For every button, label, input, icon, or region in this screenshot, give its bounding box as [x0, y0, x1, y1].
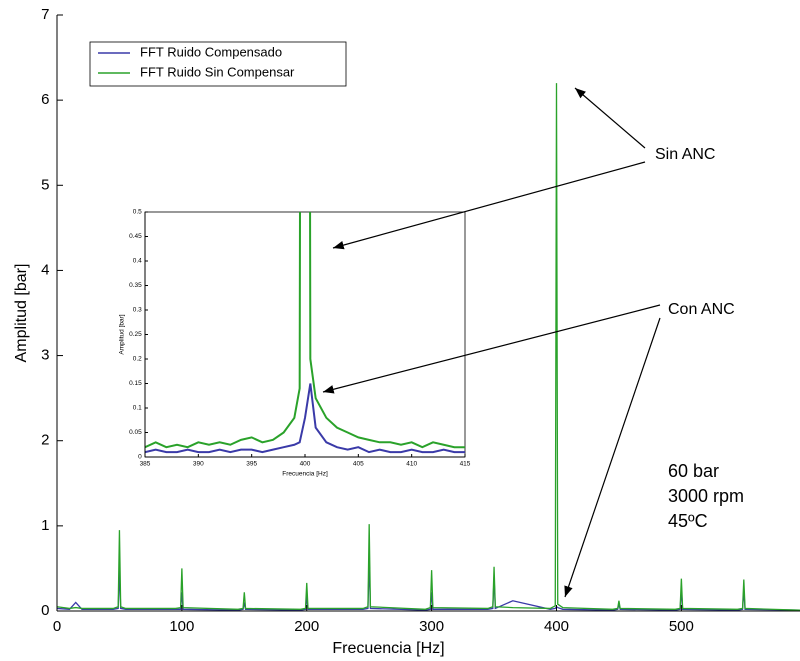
annotation: 3000 rpm	[668, 486, 744, 506]
legend-label: FFT Ruido Sin Compensar	[140, 64, 295, 79]
annotation: 45ºC	[668, 511, 708, 531]
y-tick-label: 0.1	[133, 405, 142, 412]
y-tick-label: 7	[41, 6, 49, 23]
series-line	[145, 383, 465, 454]
plot-area	[57, 83, 800, 611]
y-tick-label: 0.35	[129, 282, 142, 289]
x-tick-label: 500	[669, 618, 694, 635]
y-tick-label: 0.05	[129, 429, 142, 436]
x-tick-label: 200	[294, 618, 319, 635]
plot-area	[145, 212, 465, 454]
y-axis-label: Amplitud [bar]	[119, 314, 126, 354]
annotation: Sin ANC	[655, 146, 715, 163]
y-tick-label: 0.45	[129, 233, 142, 240]
x-tick-label: 400	[544, 618, 569, 635]
y-tick-label: 3	[41, 347, 49, 364]
y-tick-label: 0	[138, 454, 142, 461]
series-line	[57, 83, 800, 611]
y-tick-label: 5	[41, 176, 49, 193]
legend-label: FFT Ruido Compensado	[140, 44, 282, 59]
y-tick-label: 0	[41, 602, 49, 619]
y-tick-label: 0.3	[133, 307, 142, 314]
series-line	[57, 561, 800, 611]
x-tick-label: 300	[419, 618, 444, 635]
x-axis-label: Frecuencia [Hz]	[282, 471, 328, 478]
x-tick-label: 385	[140, 461, 151, 468]
y-tick-label: 1	[41, 517, 49, 534]
legend-box	[89, 41, 347, 87]
x-tick-label: 410	[406, 461, 417, 468]
x-tick-label: 395	[246, 461, 257, 468]
y-tick-label: 6	[41, 91, 49, 108]
x-tick-label: 400	[300, 461, 311, 468]
y-tick-label: 0.4	[133, 258, 142, 265]
y-tick-label: 2	[41, 432, 49, 449]
y-tick-label: 0.5	[133, 209, 142, 216]
annotation-arrow	[574, 87, 646, 149]
annotation-arrow	[322, 304, 661, 394]
x-axis-label: Frecuencia [Hz]	[332, 639, 444, 657]
x-tick-label: 100	[169, 618, 194, 635]
y-tick-label: 0.15	[129, 380, 142, 387]
x-tick-label: 390	[193, 461, 204, 468]
x-tick-label: 415	[460, 461, 471, 468]
x-tick-label: 405	[353, 461, 364, 468]
y-tick-label: 0.2	[133, 356, 142, 363]
annotation: 60 bar	[668, 461, 719, 481]
y-axis-label: Amplitud [bar]	[12, 264, 30, 363]
x-tick-label: 0	[53, 618, 61, 635]
y-tick-label: 0.25	[129, 331, 142, 338]
annotation-arrow	[564, 317, 661, 598]
annotation-arrow	[332, 161, 646, 250]
annotation: Con ANC	[668, 301, 735, 318]
y-tick-label: 4	[41, 261, 49, 278]
series-line	[145, 212, 465, 449]
